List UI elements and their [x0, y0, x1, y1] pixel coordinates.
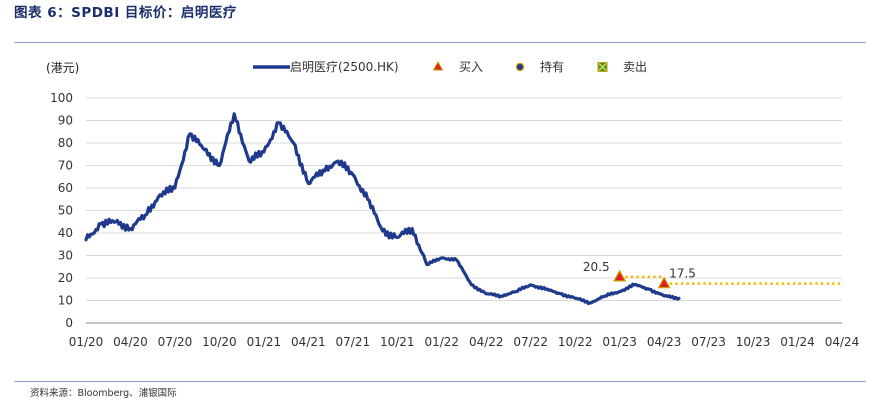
x-tick-label: 04/24	[825, 335, 860, 349]
x-tick-label: 01/20	[69, 335, 104, 349]
y-tick-label: 100	[50, 91, 73, 105]
figure-title: 图表 6：SPDBI 目标价：启明医疗	[14, 5, 237, 21]
x-tick-label: 10/22	[558, 335, 593, 349]
x-tick-label: 10/21	[380, 335, 415, 349]
legend-label: 买入	[459, 60, 483, 74]
target-price-label: 17.5	[669, 267, 696, 281]
x-tick-label: 07/22	[513, 335, 548, 349]
y-tick-label: 70	[58, 159, 73, 173]
y-axis-label: (港元)	[46, 61, 79, 75]
x-tick-label: 10/20	[202, 335, 237, 349]
rating-markers: 20.5 17.5	[583, 260, 696, 289]
legend-label: 启明医疗(2500.HK)	[290, 60, 399, 74]
target-price-lines	[619, 275, 842, 285]
y-tick-label: 30	[58, 249, 73, 263]
y-tick-label: 80	[58, 136, 73, 150]
x-tick-label: 01/21	[247, 335, 282, 349]
legend: 启明医疗(2500.HK) 买入 持有 卖出	[253, 59, 647, 74]
buy-marker	[613, 269, 627, 282]
x-tick-label: 07/20	[158, 335, 193, 349]
y-tick-label: 90	[58, 114, 73, 128]
price-series	[84, 112, 681, 306]
y-tick-label: 60	[58, 181, 73, 195]
legend-label: 持有	[540, 59, 564, 74]
chart: (港元) 0 10 20 30 40 50 60 70 80 90 100 01/20 04/20 07…	[46, 59, 860, 349]
grid	[86, 97, 842, 301]
x-tick-label: 01/22	[424, 335, 459, 349]
y-tick-label: 20	[58, 271, 73, 285]
legend-label: 卖出	[623, 60, 647, 74]
y-tick-label: 0	[65, 316, 73, 330]
x-tick-label: 07/23	[691, 335, 726, 349]
buy-icon	[432, 60, 444, 71]
y-tick-labels: 0 10 20 30 40 50 60 70 80 90 100	[50, 91, 73, 330]
x-tick-label: 07/21	[336, 335, 371, 349]
x-tick-label: 01/24	[780, 335, 815, 349]
buy-marker	[657, 276, 671, 289]
sell-icon-cross	[598, 63, 607, 71]
x-tick-label: 10/23	[736, 335, 771, 349]
y-tick-label: 40	[58, 226, 73, 240]
bottom-divider	[14, 381, 866, 382]
x-tick-labels: 01/20 04/20 07/20 10/20 01/21 04/21 07/21 10/21…	[69, 335, 860, 349]
x-tick-label: 04/23	[647, 335, 682, 349]
hold-icon	[515, 62, 525, 72]
x-tick-label: 01/23	[602, 335, 637, 349]
x-tick-label: 04/20	[113, 335, 148, 349]
source-note: 资料来源：Bloomberg、浦银国际	[30, 388, 177, 399]
y-tick-label: 10	[58, 294, 73, 308]
target-price-label: 20.5	[583, 260, 610, 274]
y-tick-label: 50	[58, 204, 73, 218]
top-divider	[14, 42, 866, 43]
x-tick-label: 04/22	[469, 335, 504, 349]
x-tick-label: 04/21	[291, 335, 326, 349]
price-line	[84, 112, 681, 306]
